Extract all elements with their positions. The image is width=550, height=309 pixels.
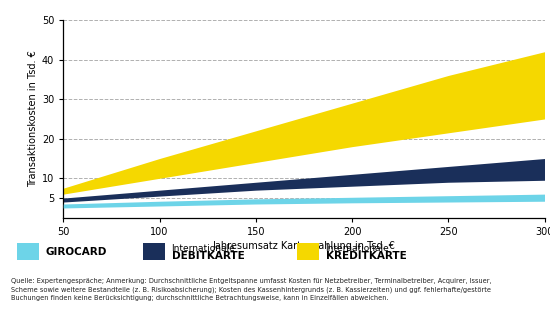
X-axis label: Jahresumsatz Kartenzahlung in Tsd. €: Jahresumsatz Kartenzahlung in Tsd. € bbox=[212, 241, 395, 251]
Text: KREDITKARTE: KREDITKARTE bbox=[326, 252, 406, 261]
Text: DEBITKARTE: DEBITKARTE bbox=[172, 252, 244, 261]
Text: GIROCARD: GIROCARD bbox=[45, 247, 107, 257]
Text: Internationale: Internationale bbox=[326, 243, 389, 253]
Text: Internationale: Internationale bbox=[172, 243, 235, 253]
Y-axis label: Transaktionskosten in Tsd. €: Transaktionskosten in Tsd. € bbox=[28, 51, 38, 187]
Text: Quelle: Expertengespräche; Anmerkung: Durchschnittliche Entgeltspanne umfasst Ko: Quelle: Expertengespräche; Anmerkung: Du… bbox=[11, 278, 492, 301]
